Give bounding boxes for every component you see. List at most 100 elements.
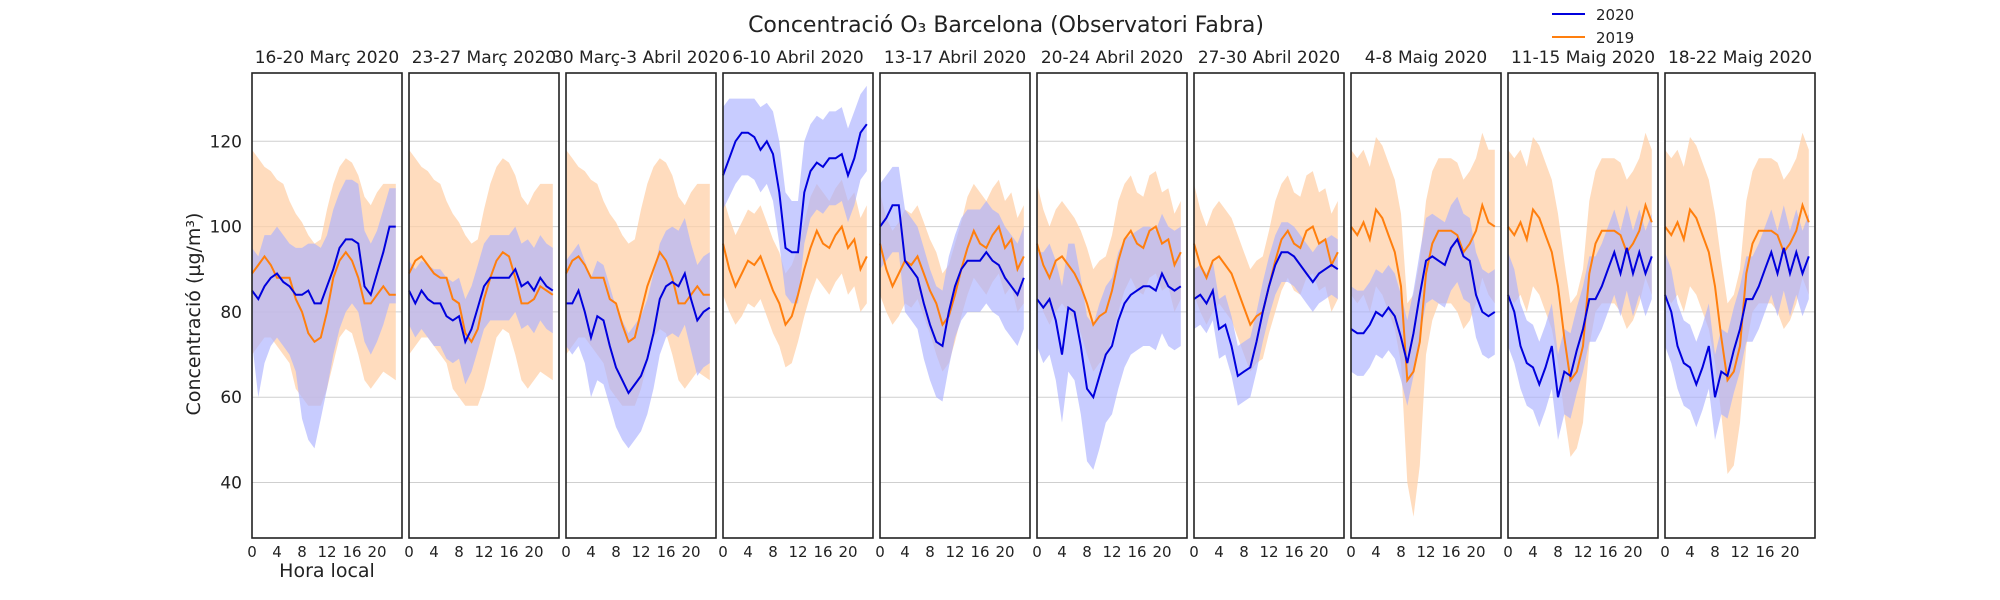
band-2020 (1508, 205, 1652, 440)
x-tick-label: 16 (970, 543, 989, 561)
x-tick-label: 12 (474, 543, 493, 561)
panel-title: 20-24 Abril 2020 (1041, 48, 1183, 68)
x-tick-label: 16 (1598, 543, 1617, 561)
legend: 2020 2019 (1552, 6, 1634, 47)
series-2020-line (722, 123, 868, 254)
x-tick-label: 20 (1623, 543, 1642, 561)
panel-title: 30 Març-3 Abril 2020 (552, 48, 730, 68)
x-tick-label: 8 (611, 543, 621, 561)
x-tick-label: 0 (404, 543, 414, 561)
chart-title: Concentració O₃ Barcelona (Observatori F… (748, 13, 1264, 38)
x-tick-label: 12 (1573, 543, 1592, 561)
x-tick-label: 8 (925, 543, 935, 561)
x-tick-label: 12 (631, 543, 650, 561)
x-tick-label: 0 (247, 543, 257, 561)
x-tick-label: 12 (1259, 543, 1278, 561)
x-tick-label: 4 (1057, 543, 1067, 561)
x-tick-label: 0 (1346, 543, 1356, 561)
x-tick-label: 16 (342, 543, 361, 561)
y-tick-label: 120 (210, 132, 242, 152)
series-2020-line (1036, 270, 1182, 400)
x-tick-label: 4 (743, 543, 753, 561)
series-2020-line (1664, 247, 1810, 398)
series-2020-line (1193, 251, 1339, 378)
series-2019-line (1036, 225, 1182, 327)
x-tick-label: 8 (1553, 543, 1563, 561)
x-tick-label: 4 (586, 543, 596, 561)
x-tick-label: 20 (995, 543, 1014, 561)
series-2019-line (565, 250, 710, 344)
series-2020-line (251, 225, 396, 305)
panel-title: 27-30 Abril 2020 (1198, 48, 1340, 68)
band-2020 (252, 179, 396, 449)
x-tick-label: 12 (1102, 543, 1121, 561)
x-tick-label: 16 (813, 543, 832, 561)
x-tick-label: 8 (1396, 543, 1406, 561)
panel-title: 16-20 Març 2020 (255, 48, 400, 68)
x-tick-label: 8 (454, 543, 464, 561)
x-tick-label: 0 (875, 543, 885, 561)
band-2019 (1508, 132, 1652, 457)
x-tick-label: 4 (1214, 543, 1224, 561)
series-2019-line (722, 224, 868, 327)
x-tick-label: 16 (499, 543, 518, 561)
x-tick-label: 12 (788, 543, 807, 561)
x-tick-label: 20 (1309, 543, 1328, 561)
x-tick-label: 16 (1755, 543, 1774, 561)
y-tick-label: 100 (210, 218, 242, 238)
panel-1: 16-20 Març 2020 0 4 8 12 16 20 40 60 80 100 120 (210, 48, 403, 561)
band-2020 (566, 218, 710, 449)
x-tick-label: 16 (1127, 543, 1146, 561)
panel-3: 30 Març-3 Abril 2020 0 4 8 12 16 20 (552, 48, 730, 561)
x-tick-label: 4 (1528, 543, 1538, 561)
x-tick-label: 12 (1416, 543, 1435, 561)
panel-frame (1507, 72, 1659, 539)
legend-label-2019: 2019 (1596, 29, 1634, 47)
x-axis-label: Hora local (279, 560, 375, 582)
series-2019-line (408, 250, 554, 344)
x-tick-label: 20 (681, 543, 700, 561)
panel-title: 18-22 Maig 2020 (1668, 48, 1812, 68)
x-tick-label: 12 (1730, 543, 1749, 561)
panel-5: 13-17 Abril 2020 0 4 8 12 16 20 (875, 48, 1031, 561)
panel-title: 13-17 Abril 2020 (884, 48, 1026, 68)
panel-2: 23-27 Març 2020 0 4 8 12 16 20 (404, 48, 560, 561)
x-tick-label: 8 (768, 543, 778, 561)
x-tick-label: 8 (1710, 543, 1720, 561)
x-tick-label: 4 (272, 543, 282, 561)
x-tick-label: 20 (1780, 543, 1799, 561)
series-2019-line (879, 224, 1025, 327)
series-2020-line (879, 204, 1025, 348)
series-2019-line (1350, 201, 1496, 384)
panel-10: 18-22 Maig 2020 0 4 8 12 16 20 (1660, 48, 1816, 561)
panel-8: 4-8 Maig 2020 0 4 8 12 16 20 (1346, 48, 1502, 561)
series-2020-line (566, 270, 711, 395)
panel-4: 6-10 Abril 2020 0 4 8 12 16 20 (718, 48, 874, 561)
series-2019-line (251, 250, 396, 344)
x-tick-label: 20 (524, 543, 543, 561)
panel-frame (408, 72, 560, 539)
x-tick-label: 4 (900, 543, 910, 561)
x-tick-label: 0 (718, 543, 728, 561)
y-tick-label: 80 (220, 303, 242, 323)
panel-frame (1193, 72, 1345, 539)
panel-title: 11-15 Maig 2020 (1511, 48, 1655, 68)
x-tick-label: 20 (1466, 543, 1485, 561)
x-tick-label: 20 (838, 543, 857, 561)
panel-frame (251, 72, 403, 539)
y-axis-label: Concentració (µg/m³) (183, 213, 205, 416)
x-tick-label: 16 (656, 543, 675, 561)
x-tick-label: 20 (367, 543, 386, 561)
panel-7: 27-30 Abril 2020 0 4 8 12 16 20 (1189, 48, 1345, 561)
band-2020 (723, 85, 867, 304)
series-2020-line (408, 267, 554, 345)
x-tick-label: 0 (1189, 543, 1199, 561)
x-tick-label: 4 (1685, 543, 1695, 561)
x-tick-label: 8 (1239, 543, 1249, 561)
x-tick-label: 0 (1032, 543, 1042, 561)
y-tick-label: 60 (220, 388, 242, 408)
legend-label-2020: 2020 (1596, 6, 1634, 24)
x-tick-label: 8 (1082, 543, 1092, 561)
